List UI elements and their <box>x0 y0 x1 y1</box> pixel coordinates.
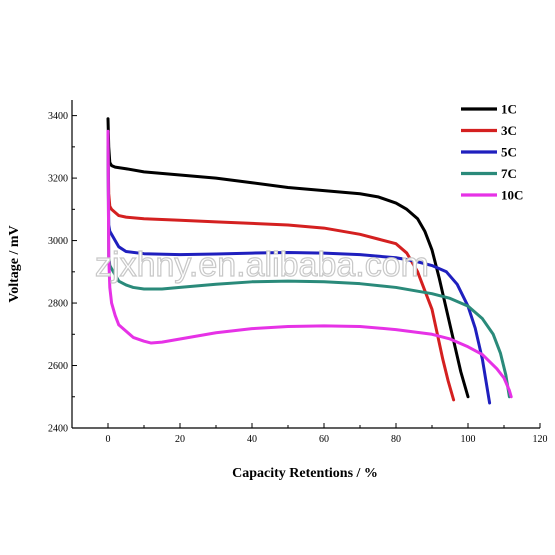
series-line-10c <box>106 129 513 399</box>
series-line-3c <box>106 145 456 402</box>
x-tick-label: 40 <box>247 434 257 445</box>
y-tick-label: 2800 <box>48 299 68 310</box>
x-tick-label: 100 <box>461 434 476 445</box>
y-tick-label: 3000 <box>48 236 68 247</box>
tick-labels: 0 20 40 60 80 100 120 2400 2600 2800 3000 3200 3400 <box>48 111 548 445</box>
y-tick-label: 3400 <box>48 111 68 122</box>
x-tick-label: 20 <box>175 434 185 445</box>
series-line-7c <box>106 132 511 399</box>
legend-label-5c: 5C <box>501 145 517 160</box>
y-tick-label: 3200 <box>48 174 68 185</box>
watermark-text: zjxhny.en.alibaba.com <box>95 246 429 284</box>
y-tick-label: 2400 <box>48 424 68 435</box>
legend-label-3c: 3C <box>501 123 517 138</box>
legend-label-7c: 7C <box>501 166 517 181</box>
series-line-1c <box>106 117 470 399</box>
legend: 1C 3C 5C 7C 10C <box>461 102 523 203</box>
legend-label-10c: 10C <box>501 188 523 203</box>
x-tick-label: 0 <box>106 434 111 445</box>
axes <box>71 100 541 429</box>
y-axis-title: Voltage / mV <box>7 225 22 302</box>
legend-label-1c: 1C <box>501 102 517 117</box>
y-tick-label: 2600 <box>48 361 68 372</box>
x-tick-label: 80 <box>391 434 401 445</box>
x-axis-title: Capacity Retentions / % <box>232 466 378 481</box>
series-line-5c <box>106 145 492 405</box>
x-tick-label: 120 <box>533 434 548 445</box>
x-tick-label: 60 <box>319 434 329 445</box>
series-lines <box>106 117 513 405</box>
